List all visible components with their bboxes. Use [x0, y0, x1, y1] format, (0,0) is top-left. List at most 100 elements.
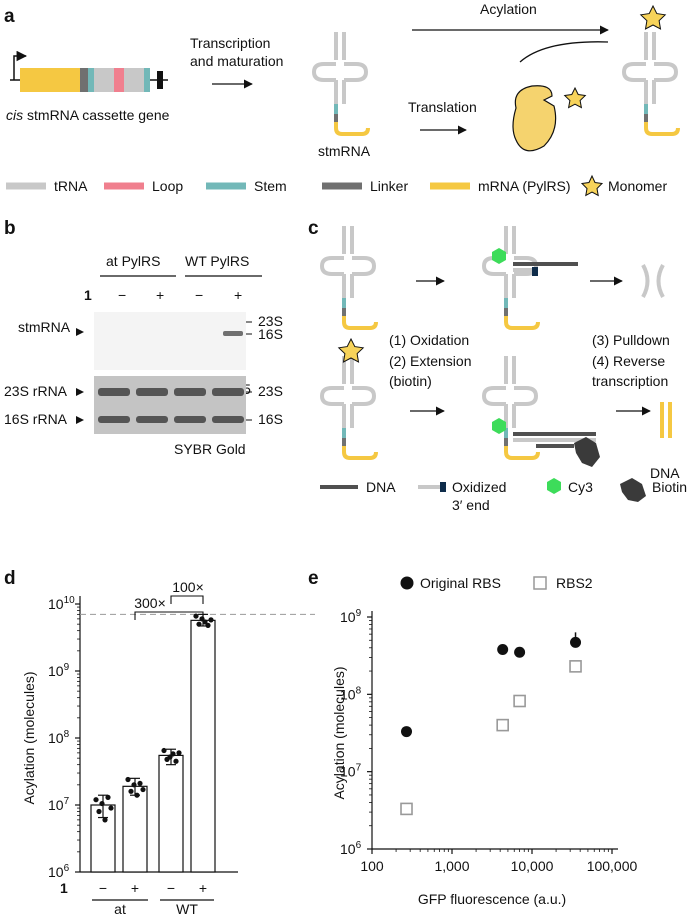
legend-oxidized-label-2: 3′ end: [452, 497, 490, 513]
e-legend-original-label: Original RBS: [420, 575, 501, 591]
e-point-original: [514, 646, 526, 658]
d-point: [161, 747, 167, 754]
stmrna-unacylated-icon: [320, 224, 378, 330]
d-point: [93, 797, 99, 803]
legend-monomer-icon: [580, 174, 604, 197]
sybr-label: SYBR Gold: [174, 441, 246, 457]
step-biotin: (biotin): [389, 373, 432, 389]
d-point: [96, 808, 102, 815]
legend-cy3-swatch: [547, 478, 561, 494]
d-annotation-300x: 300×: [134, 595, 166, 611]
d-lane-sign: +: [131, 880, 139, 896]
panel-c: c (1) Oxidation (2) Extension (biotin) (…: [308, 218, 687, 513]
cy3-icon: [492, 248, 506, 264]
d-point: [108, 805, 114, 811]
e-point-rbs2: [496, 718, 509, 732]
panel-b-label: b: [4, 218, 16, 239]
stmrna-oxidized-icon: [482, 224, 540, 330]
group-at-label: at PylRS: [106, 253, 160, 269]
step-extension: (2) Extension: [389, 353, 471, 369]
acylation-label: Acylation: [480, 1, 537, 17]
stmrna-label: stmRNA: [318, 143, 371, 159]
stmrna-extended-icon: [482, 354, 540, 460]
compound-1-label: 1: [84, 287, 92, 303]
rrna-23s-label: 23S rRNA: [4, 383, 68, 399]
legend-label-3: Linker: [370, 178, 408, 194]
d-lane-sign: −: [99, 880, 107, 896]
cy3-bottom-icon: [492, 418, 506, 434]
d-ylabel: Acylation (molecules): [21, 671, 37, 804]
legend-label-2: Stem: [254, 178, 287, 194]
d-ytick-label: 108: [48, 729, 70, 746]
panel-b: b at PylRS WT PylRS 1 − + − + 23S 16S st…: [4, 218, 283, 457]
d-point: [140, 786, 146, 793]
e-legend-rbs2-label: RBS2: [556, 575, 593, 591]
d-point: [176, 750, 182, 756]
d-point: [173, 758, 179, 764]
legend-dna-label: DNA: [366, 479, 396, 495]
e-legend-rbs2-marker: [533, 576, 547, 590]
d-annotation-100x: 100×: [172, 579, 204, 595]
promoter-arrow-icon: [13, 50, 28, 80]
legend-oxidized-label: Oxidized: [452, 479, 506, 495]
panel-e-label: e: [308, 568, 319, 589]
e-xtick-label: 10,000: [511, 858, 554, 874]
d-point: [99, 800, 105, 807]
panel-a: a cis stmRNA cassette gene Transcription…: [4, 1, 680, 197]
e-ylabel: Acylation (molecules): [331, 666, 347, 799]
d-point: [128, 788, 134, 794]
stmrna-structure-icon: [312, 30, 370, 136]
biotin-icon: [574, 437, 600, 467]
rrna-16s-label: 16S rRNA: [4, 411, 68, 427]
group-wt-label: WT PylRS: [185, 253, 249, 269]
d-point: [196, 621, 202, 627]
cassette-gene: [10, 68, 168, 92]
d-bracket-300x: [134, 611, 204, 620]
lane-1-sign: −: [118, 287, 126, 303]
cy5-gel: [94, 312, 246, 370]
d-bar-2: [122, 785, 148, 873]
legend-label-4: mRNA (PylRS): [478, 178, 571, 194]
panel-a-label: a: [4, 6, 15, 27]
d-point: [125, 776, 131, 783]
e-point-original: [401, 726, 413, 738]
marker-16s-top: 16S: [258, 326, 283, 342]
step-oxidation: (1) Oxidation: [389, 332, 469, 348]
legend-label-0: tRNA: [54, 178, 88, 194]
acylation-curve-icon: [519, 41, 609, 63]
d-point: [193, 613, 199, 619]
d-bar-3: [158, 754, 184, 873]
lane-3-sign: −: [195, 287, 203, 303]
e-ytick-label: 109: [340, 608, 362, 625]
d-ytick-label: 107: [48, 796, 70, 813]
panel-d-label: d: [4, 568, 16, 589]
panel-a-legend: tRNA Loop Stem Linker mRNA (PylRS) Monomer: [6, 174, 667, 197]
pylrs-enzyme-icon: [512, 85, 557, 152]
legend-biotin-swatch: [620, 478, 646, 502]
acylated-monomer-star-icon: [337, 337, 365, 363]
e-xtick-label: 100: [360, 858, 384, 874]
e-xtick-label: 100,000: [587, 858, 638, 874]
d-point: [137, 780, 143, 787]
rrna-23s-pointer-icon: [76, 388, 84, 396]
marker-23s-top: 23S: [258, 313, 283, 329]
step-transcription: transcription: [592, 373, 668, 389]
d-point: [131, 782, 137, 788]
marker-16s-bottom: 16S: [258, 411, 283, 427]
stmrna-band: [223, 331, 243, 336]
d-compound-label: 1: [60, 880, 68, 896]
attached-monomer-star-icon: [639, 4, 667, 30]
acylated-stmrna-icon: [622, 30, 680, 136]
e-point-rbs2: [569, 660, 582, 673]
marker-23s-bottom: 23S: [258, 383, 283, 399]
e-point-original: [497, 643, 509, 655]
e-point-rbs2: [400, 802, 413, 816]
panel-d-marks: − + − +1 at WT 300× 100×: [60, 579, 315, 914]
d-ytick-label: 106: [48, 863, 70, 880]
panel-c-label: c: [308, 218, 319, 239]
dna-product-label: DNA: [650, 465, 680, 481]
translation-label: Translation: [408, 99, 477, 115]
